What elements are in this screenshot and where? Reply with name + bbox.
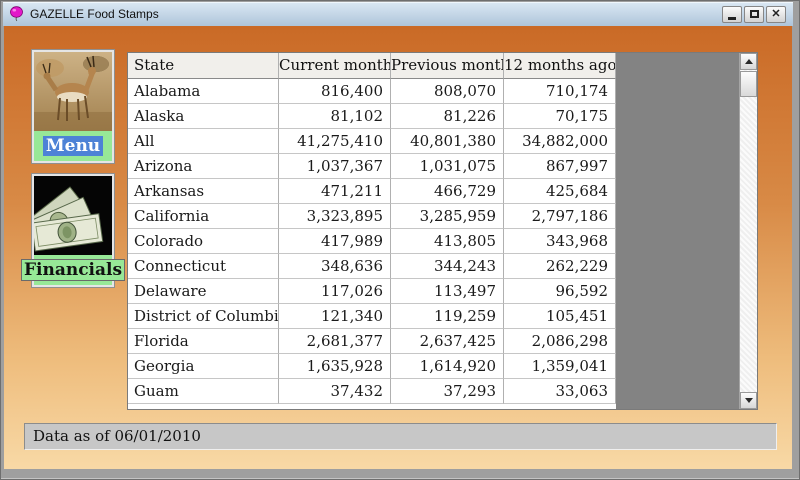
cell-year-ago: 1,359,041 bbox=[504, 354, 616, 379]
window-controls: ✕ bbox=[722, 5, 786, 23]
client-area: Menu bbox=[4, 26, 792, 469]
minimize-button[interactable] bbox=[722, 5, 742, 23]
partial-row bbox=[128, 404, 616, 409]
titlebar[interactable]: GAZELLE Food Stamps ✕ bbox=[3, 2, 793, 26]
triangle-down-icon bbox=[744, 398, 753, 403]
minimize-icon bbox=[728, 16, 736, 20]
financials-button[interactable]: Financials bbox=[20, 174, 126, 287]
cell-year-ago: 2,086,298 bbox=[504, 329, 616, 354]
cell-current: 1,037,367 bbox=[279, 154, 391, 179]
column-header-previous-month[interactable]: Previous month bbox=[391, 53, 504, 79]
table-filler bbox=[616, 53, 739, 409]
cell-current: 471,211 bbox=[279, 179, 391, 204]
cell-state: Arizona bbox=[128, 154, 279, 179]
menu-button-label: Menu bbox=[42, 136, 104, 156]
cell-previous: 113,497 bbox=[391, 279, 504, 304]
scroll-up-button[interactable] bbox=[740, 53, 757, 70]
cell-state: Georgia bbox=[128, 354, 279, 379]
gazelle-photo bbox=[34, 52, 112, 131]
cell-year-ago: 425,684 bbox=[504, 179, 616, 204]
table-grid: State Current month Previous month 12 mo… bbox=[128, 53, 739, 409]
column-header-current-month[interactable]: Current month bbox=[279, 53, 391, 79]
window-title: GAZELLE Food Stamps bbox=[30, 7, 159, 21]
cell-state: Arkansas bbox=[128, 179, 279, 204]
cell-state: Colorado bbox=[128, 229, 279, 254]
cell-previous: 3,285,959 bbox=[391, 204, 504, 229]
cell-previous: 2,637,425 bbox=[391, 329, 504, 354]
balloon-icon bbox=[9, 6, 25, 22]
close-button[interactable]: ✕ bbox=[766, 5, 786, 23]
cell-current: 3,323,895 bbox=[279, 204, 391, 229]
menu-button[interactable]: Menu bbox=[32, 50, 114, 163]
financials-button-label-strip: Financials bbox=[20, 255, 126, 285]
cell-state: Florida bbox=[128, 329, 279, 354]
financials-button-label: Financials bbox=[20, 259, 126, 281]
cell-current: 81,102 bbox=[279, 104, 391, 129]
vertical-scrollbar[interactable] bbox=[739, 53, 757, 409]
cell-current: 1,635,928 bbox=[279, 354, 391, 379]
maximize-button[interactable] bbox=[744, 5, 764, 23]
cell-state: Alaska bbox=[128, 104, 279, 129]
cell-state: All bbox=[128, 129, 279, 154]
menu-button-label-strip: Menu bbox=[34, 131, 112, 161]
cell-current: 121,340 bbox=[279, 304, 391, 329]
maximize-icon bbox=[749, 10, 759, 18]
cell-year-ago: 34,882,000 bbox=[504, 129, 616, 154]
cell-previous: 808,070 bbox=[391, 79, 504, 104]
cell-current: 2,681,377 bbox=[279, 329, 391, 354]
cell-current: 348,636 bbox=[279, 254, 391, 279]
cell-state: Connecticut bbox=[128, 254, 279, 279]
cell-previous: 81,226 bbox=[391, 104, 504, 129]
triangle-up-icon bbox=[744, 59, 753, 64]
cell-previous: 344,243 bbox=[391, 254, 504, 279]
cell-previous: 37,293 bbox=[391, 379, 504, 404]
cell-previous: 40,801,380 bbox=[391, 129, 504, 154]
cell-current: 417,989 bbox=[279, 229, 391, 254]
cell-year-ago: 105,451 bbox=[504, 304, 616, 329]
cell-state: California bbox=[128, 204, 279, 229]
cell-current: 816,400 bbox=[279, 79, 391, 104]
cell-state: Guam bbox=[128, 379, 279, 404]
cell-previous: 119,259 bbox=[391, 304, 504, 329]
cell-previous: 466,729 bbox=[391, 179, 504, 204]
cell-year-ago: 33,063 bbox=[504, 379, 616, 404]
scrollbar-thumb[interactable] bbox=[740, 71, 757, 97]
status-bar: Data as of 06/01/2010 bbox=[24, 423, 777, 450]
cell-previous: 413,805 bbox=[391, 229, 504, 254]
cell-previous: 1,031,075 bbox=[391, 154, 504, 179]
cell-previous: 1,614,920 bbox=[391, 354, 504, 379]
table-row[interactable]: Alaska 81,102 81,226 70,175 bbox=[128, 104, 739, 129]
cell-year-ago: 343,968 bbox=[504, 229, 616, 254]
cell-state: Delaware bbox=[128, 279, 279, 304]
scroll-down-button[interactable] bbox=[740, 392, 757, 409]
money-photo bbox=[34, 176, 112, 255]
table-row[interactable]: Florida 2,681,377 2,637,425 2,086,298 bbox=[128, 329, 739, 354]
cell-year-ago: 710,174 bbox=[504, 79, 616, 104]
close-icon: ✕ bbox=[771, 7, 781, 20]
cell-year-ago: 867,997 bbox=[504, 154, 616, 179]
cell-year-ago: 262,229 bbox=[504, 254, 616, 279]
cell-state: Alabama bbox=[128, 79, 279, 104]
cell-year-ago: 2,797,186 bbox=[504, 204, 616, 229]
cell-state: District of Columbia bbox=[128, 304, 279, 329]
cell-current: 117,026 bbox=[279, 279, 391, 304]
state-table: State Current month Previous month 12 mo… bbox=[127, 52, 758, 410]
cell-current: 37,432 bbox=[279, 379, 391, 404]
cell-year-ago: 70,175 bbox=[504, 104, 616, 129]
column-header-state[interactable]: State bbox=[128, 53, 279, 79]
status-text: Data as of 06/01/2010 bbox=[33, 427, 201, 445]
column-header-12-months-ago[interactable]: 12 months ago bbox=[504, 53, 616, 79]
cell-current: 41,275,410 bbox=[279, 129, 391, 154]
cell-year-ago: 96,592 bbox=[504, 279, 616, 304]
